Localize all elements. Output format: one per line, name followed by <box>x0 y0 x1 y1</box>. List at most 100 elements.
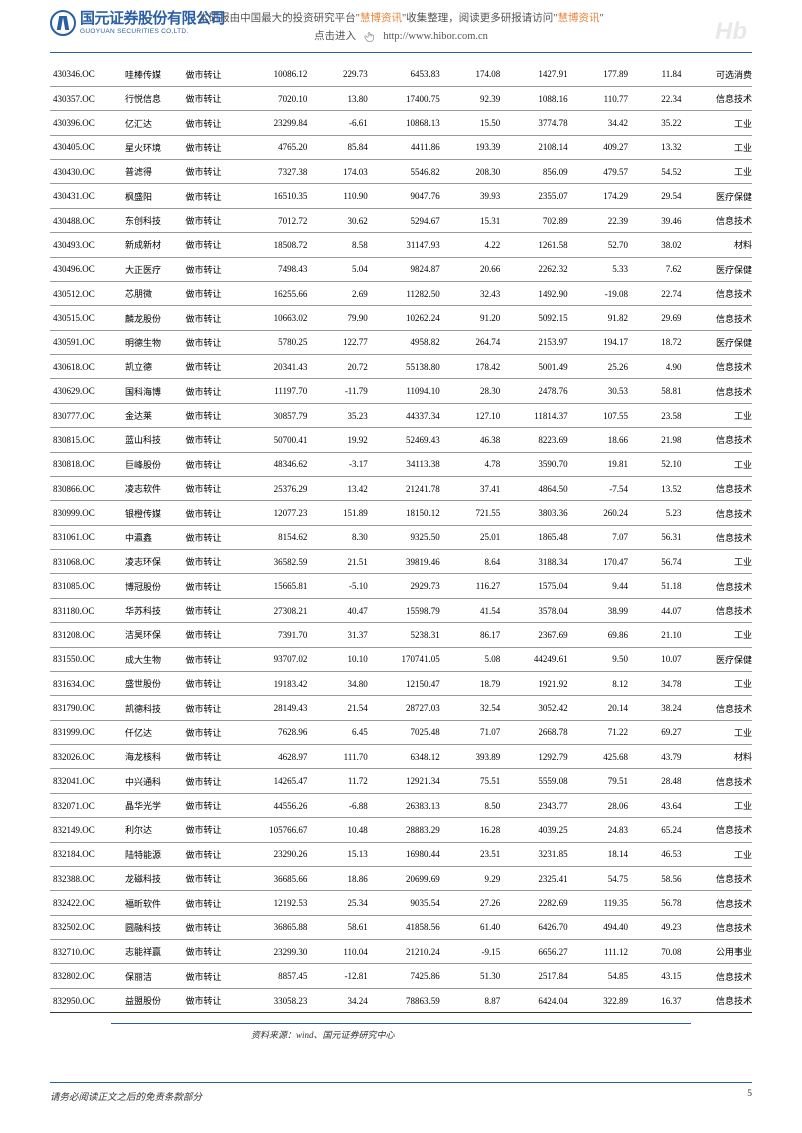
table-cell: 35.23 <box>310 403 370 427</box>
table-row: 430515.OC麟龙股份做市转让10663.0279.9010262.2491… <box>50 306 752 330</box>
table-cell: 做市转让 <box>182 501 240 525</box>
table-cell: 哇棒传媒 <box>122 63 182 87</box>
table-cell: 831068.OC <box>50 550 122 574</box>
table-cell: 9325.50 <box>371 525 443 549</box>
table-cell: 1865.48 <box>503 525 570 549</box>
table-cell: 公用事业 <box>684 940 752 964</box>
table-cell: 做市转让 <box>182 428 240 452</box>
table-cell: 5001.49 <box>503 355 570 379</box>
table-cell: 409.27 <box>571 135 631 159</box>
table-cell: 晶华光学 <box>122 793 182 817</box>
hibor-url-link[interactable]: http://www.hibor.com.cn <box>383 31 488 42</box>
table-cell: 1088.16 <box>503 86 570 110</box>
table-cell: 8.12 <box>571 671 631 695</box>
table-cell: 41.54 <box>443 598 503 622</box>
table-cell: 41858.56 <box>371 915 443 939</box>
table-cell: 264.74 <box>443 330 503 354</box>
table-cell: 做市转让 <box>182 696 240 720</box>
table-cell: 11814.37 <box>503 403 570 427</box>
table-cell: 2517.84 <box>503 964 570 988</box>
table-cell: 医疗保健 <box>684 184 752 208</box>
table-cell: 23.58 <box>631 403 684 427</box>
table-row: 831061.OC中瀛鑫做市转让8154.628.309325.5025.011… <box>50 525 752 549</box>
table-cell: -6.88 <box>310 793 370 817</box>
table-cell: 星火环境 <box>122 135 182 159</box>
table-cell: 85.84 <box>310 135 370 159</box>
table-cell: 信息技术 <box>684 428 752 452</box>
table-cell: 92.39 <box>443 86 503 110</box>
table-cell: 56.31 <box>631 525 684 549</box>
table-cell: 7327.38 <box>241 160 311 184</box>
table-cell: 23299.84 <box>241 111 311 135</box>
table-cell: 20.66 <box>443 257 503 281</box>
table-cell: -12.81 <box>310 964 370 988</box>
table-cell: 832802.OC <box>50 964 122 988</box>
table-cell: 831061.OC <box>50 525 122 549</box>
table-cell: 做市转让 <box>182 623 240 647</box>
table-cell: 做市转让 <box>182 63 240 87</box>
table-cell: 830777.OC <box>50 403 122 427</box>
table-cell: 71.07 <box>443 720 503 744</box>
table-cell: 5.04 <box>310 257 370 281</box>
table-cell: 工业 <box>684 671 752 695</box>
table-cell: 做市转让 <box>182 476 240 500</box>
table-cell: 做市转让 <box>182 842 240 866</box>
table-cell: -11.79 <box>310 379 370 403</box>
table-cell: 3231.85 <box>503 842 570 866</box>
table-cell: 成大生物 <box>122 647 182 671</box>
table-row: 831634.OC盛世股份做市转让19183.4234.8012150.4718… <box>50 671 752 695</box>
table-cell: 48346.62 <box>241 452 311 476</box>
table-cell: 193.39 <box>443 135 503 159</box>
table-cell: 中瀛鑫 <box>122 525 182 549</box>
table-cell: 5.08 <box>443 647 503 671</box>
table-cell: 8.50 <box>443 793 503 817</box>
table-cell: 9.29 <box>443 866 503 890</box>
table-cell: 做市转让 <box>182 915 240 939</box>
table-cell: 2355.07 <box>503 184 570 208</box>
table-cell: 信息技术 <box>684 866 752 890</box>
table-cell: 44.07 <box>631 598 684 622</box>
table-cell: 4864.50 <box>503 476 570 500</box>
table-cell: 金达莱 <box>122 403 182 427</box>
table-cell: 做市转让 <box>182 574 240 598</box>
table-cell: 做市转让 <box>182 452 240 476</box>
table-cell: 做市转让 <box>182 281 240 305</box>
table-cell: 16980.44 <box>371 842 443 866</box>
table-cell: 31.37 <box>310 623 370 647</box>
table-cell: 12150.47 <box>371 671 443 695</box>
table-cell: 430515.OC <box>50 306 122 330</box>
table-cell: 44556.26 <box>241 793 311 817</box>
table-cell: 2343.77 <box>503 793 570 817</box>
table-cell: 16.37 <box>631 988 684 1012</box>
table-cell: 260.24 <box>571 501 631 525</box>
table-cell: 做市转让 <box>182 964 240 988</box>
table-cell: 工业 <box>684 842 752 866</box>
table-cell: 33058.23 <box>241 988 311 1012</box>
table-cell: 博冠股份 <box>122 574 182 598</box>
table-cell: 8154.62 <box>241 525 311 549</box>
table-cell: 22.39 <box>571 208 631 232</box>
table-cell: -3.17 <box>310 452 370 476</box>
table-cell: 107.55 <box>571 403 631 427</box>
table-cell: 做市转让 <box>182 891 240 915</box>
table-cell: 信息技术 <box>684 379 752 403</box>
table-cell: 11.84 <box>631 63 684 87</box>
table-cell: 8.87 <box>443 988 503 1012</box>
table-row: 430430.OC普滤得做市转让7327.38174.035546.82208.… <box>50 160 752 184</box>
table-cell: 10663.02 <box>241 306 311 330</box>
enter-link[interactable]: 点击进入 <box>314 31 356 42</box>
table-container: 430346.OC哇棒传媒做市转让10086.12229.736453.8317… <box>0 53 802 1047</box>
table-cell: 18.86 <box>310 866 370 890</box>
table-cell: 15665.81 <box>241 574 311 598</box>
table-cell: 25.01 <box>443 525 503 549</box>
table-cell: 36685.66 <box>241 866 311 890</box>
table-cell: 圆融科技 <box>122 915 182 939</box>
table-cell: 工业 <box>684 720 752 744</box>
table-cell: 30.62 <box>310 208 370 232</box>
table-cell: 8223.69 <box>503 428 570 452</box>
table-cell: 8.58 <box>310 233 370 257</box>
table-cell: 工业 <box>684 452 752 476</box>
table-cell: 7020.10 <box>241 86 311 110</box>
table-cell: 5546.82 <box>371 160 443 184</box>
source-note: 资料来源：wind、国元证券研究中心 <box>111 1023 691 1041</box>
